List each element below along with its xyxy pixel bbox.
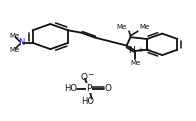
Text: Me: Me [116,24,127,30]
Text: HO: HO [64,84,77,93]
Text: N: N [128,46,134,55]
Text: N: N [18,38,24,47]
Text: Me: Me [130,60,141,66]
Text: HO: HO [81,97,94,106]
Text: +: + [137,47,143,53]
Text: P: P [87,84,92,93]
Text: Me: Me [9,47,19,53]
Text: Me: Me [9,33,19,39]
Text: O: O [81,72,87,82]
Text: Me: Me [140,24,150,30]
Text: −: − [87,71,94,80]
Text: O: O [104,84,111,93]
